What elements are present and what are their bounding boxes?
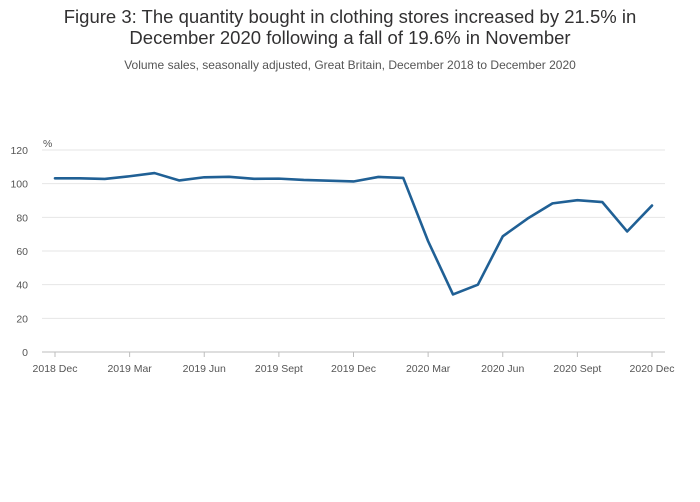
x-tick-label: 2019 Sept (255, 363, 303, 375)
data-point[interactable] (125, 171, 135, 181)
data-point[interactable] (473, 280, 483, 290)
plot-area (50, 168, 657, 299)
data-point[interactable] (199, 172, 209, 182)
series-line (53, 171, 654, 296)
y-tick-label: 40 (16, 280, 28, 292)
data-point[interactable] (498, 231, 508, 241)
chart-title-line-1: Figure 3: The quantity bought in clothin… (63, 6, 637, 27)
data-point[interactable] (448, 289, 458, 299)
y-tick-label: 100 (10, 179, 28, 191)
data-point[interactable] (174, 175, 184, 185)
chart-title: Figure 3: The quantity bought in clothin… (0, 6, 700, 48)
x-tick-label: 2019 Dec (331, 363, 376, 375)
y-tick-label: 80 (16, 212, 28, 224)
x-tick-label: 2020 Sept (553, 363, 601, 375)
x-tick-label: 2020 Dec (630, 363, 675, 375)
y-tick-label: 0 (22, 347, 28, 359)
x-tick-label: 2019 Jun (183, 363, 226, 375)
data-point[interactable] (249, 174, 259, 184)
data-point[interactable] (324, 176, 334, 186)
data-point[interactable] (299, 175, 309, 185)
chart-subtitle: Volume sales, seasonally adjusted, Great… (124, 58, 576, 72)
data-point[interactable] (398, 173, 408, 183)
data-point[interactable] (523, 214, 533, 224)
data-point[interactable] (423, 236, 433, 246)
x-tick-label: 2018 Dec (33, 363, 78, 375)
data-point[interactable] (349, 176, 359, 186)
y-tick-label: 120 (10, 145, 28, 157)
data-point[interactable] (548, 198, 558, 208)
data-point[interactable] (224, 172, 234, 182)
x-axis: 2018 Dec 2019 Mar 2019 Jun 2019 Sept 2019 De… (33, 352, 675, 375)
y-axis-unit-label: % (43, 138, 52, 150)
y-tick-label: 60 (16, 246, 28, 258)
data-point[interactable] (75, 173, 85, 183)
data-point[interactable] (647, 201, 657, 211)
data-point[interactable] (100, 174, 110, 184)
y-axis: % 0 20 40 60 80 100 120 (10, 138, 52, 359)
data-point[interactable] (150, 168, 160, 178)
data-point[interactable] (572, 195, 582, 205)
data-point[interactable] (597, 197, 607, 207)
data-point[interactable] (373, 172, 383, 182)
data-point[interactable] (50, 173, 60, 183)
x-tick-label: 2020 Jun (481, 363, 524, 375)
data-point[interactable] (274, 174, 284, 184)
chart-title-line-2: December 2020 following a fall of 19.6% … (129, 27, 571, 48)
y-tick-label: 20 (16, 313, 28, 325)
x-tick-label: 2019 Mar (107, 363, 152, 375)
x-tick-label: 2020 Mar (406, 363, 451, 375)
data-point[interactable] (622, 226, 632, 236)
